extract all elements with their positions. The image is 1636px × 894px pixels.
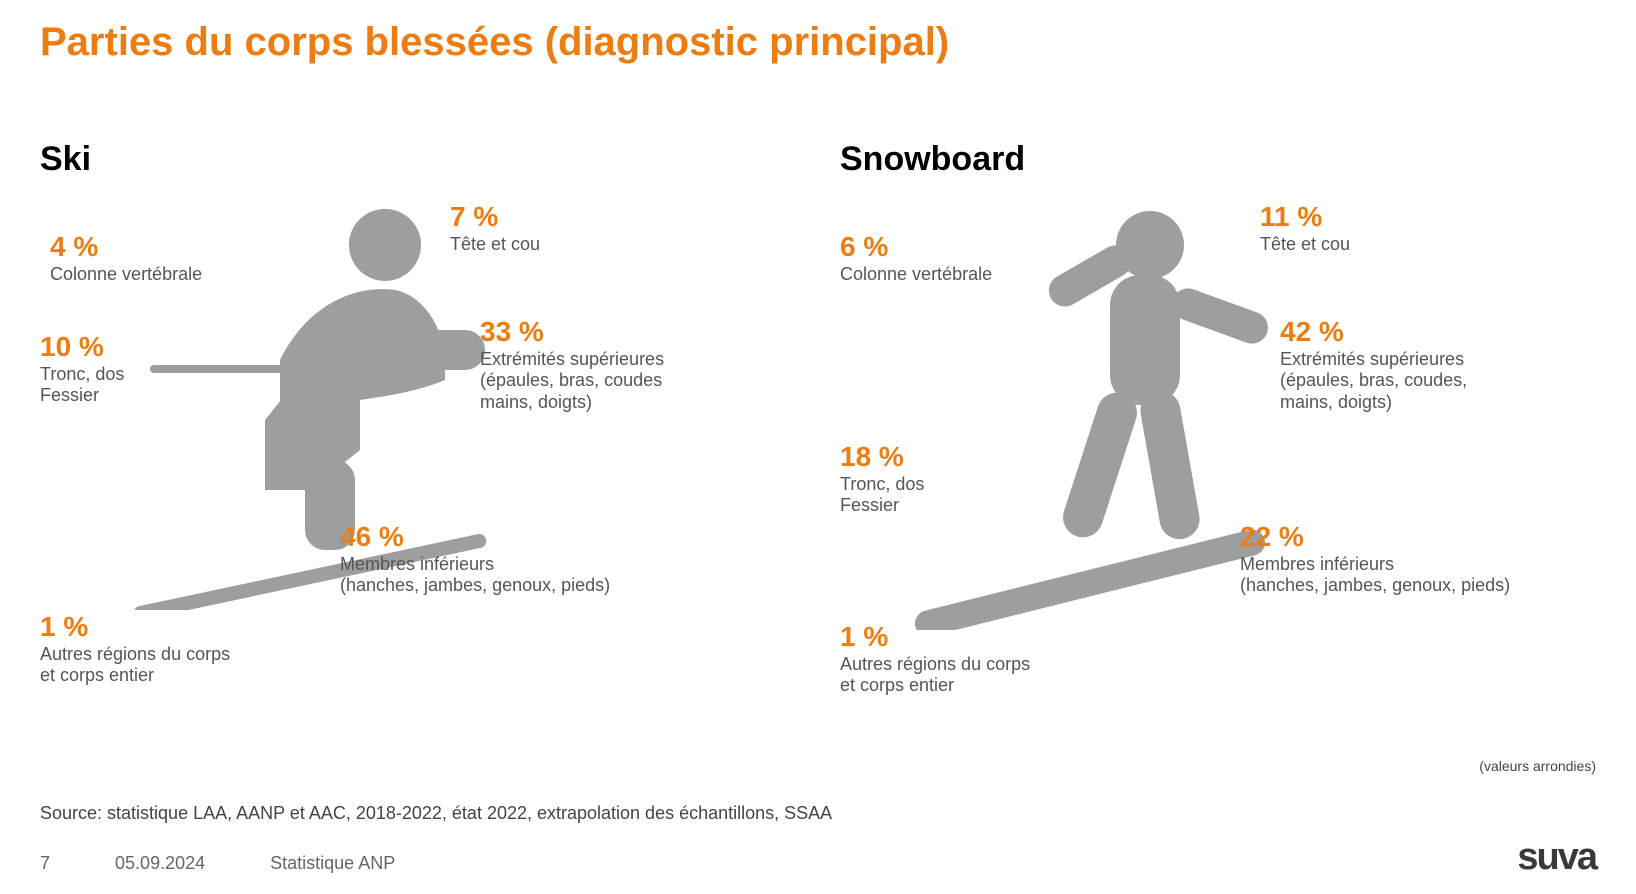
page-title: Parties du corps blessées (diagnostic pr…	[40, 20, 949, 65]
footer-page: 7	[40, 853, 50, 873]
ski-callout-head: 7 % Tête et cou	[450, 200, 540, 255]
snow-callout-other: 1 % Autres régions du corps et corps ent…	[840, 620, 1030, 697]
footer-date: 05.09.2024	[115, 853, 205, 873]
snow-upper-pct: 42 %	[1280, 315, 1467, 349]
ski-upper-pct: 33 %	[480, 315, 664, 349]
panel-snowboard-title: Snowboard	[840, 140, 1025, 179]
ski-upper-label: Extrémités supérieures (épaules, bras, c…	[480, 349, 664, 414]
ski-trunk-pct: 10 %	[40, 330, 124, 364]
ski-callout-spine: 4 % Colonne vertébrale	[50, 230, 202, 285]
snow-lower-label: Membres inférieurs (hanches, jambes, gen…	[1240, 554, 1510, 597]
ski-other-label: Autres régions du corps et corps entier	[40, 644, 230, 687]
snow-trunk-pct: 18 %	[840, 440, 924, 474]
snow-spine-label: Colonne vertébrale	[840, 264, 992, 286]
ski-other-pct: 1 %	[40, 610, 230, 644]
snow-upper-label: Extrémités supérieures (épaules, bras, c…	[1280, 349, 1467, 414]
snow-callout-trunk: 18 % Tronc, dos Fessier	[840, 440, 924, 517]
footer: 7 05.09.2024 Statistique ANP	[40, 853, 455, 874]
panel-ski-title: Ski	[40, 140, 91, 179]
snow-head-pct: 11 %	[1260, 200, 1350, 234]
snow-trunk-label: Tronc, dos Fessier	[840, 474, 924, 517]
panel-ski: Ski 7 % Tête et cou 4 % Colonne vertébra…	[40, 140, 840, 790]
snow-callout-lower: 22 % Membres inférieurs (hanches, jambes…	[1240, 520, 1510, 597]
panel-snowboard: Snowboard 11 % Tête et cou 6 % Colonne v…	[840, 140, 1636, 790]
ski-head-label: Tête et cou	[450, 234, 540, 256]
snow-other-label: Autres régions du corps et corps entier	[840, 654, 1030, 697]
ski-trunk-label: Tronc, dos Fessier	[40, 364, 124, 407]
snow-callout-upper: 42 % Extrémités supérieures (épaules, br…	[1280, 315, 1467, 413]
ski-callout-other: 1 % Autres régions du corps et corps ent…	[40, 610, 230, 687]
ski-spine-label: Colonne vertébrale	[50, 264, 202, 286]
snow-spine-pct: 6 %	[840, 230, 992, 264]
ski-lower-label: Membres inférieurs (hanches, jambes, gen…	[340, 554, 610, 597]
ski-spine-pct: 4 %	[50, 230, 202, 264]
source-line: Source: statistique LAA, AANP et AAC, 20…	[40, 803, 832, 824]
suva-logo: suva	[1517, 836, 1596, 879]
ski-callout-upper: 33 % Extrémités supérieures (épaules, br…	[480, 315, 664, 413]
snow-callout-head: 11 % Tête et cou	[1260, 200, 1350, 255]
footer-doc: Statistique ANP	[270, 853, 395, 873]
snow-lower-pct: 22 %	[1240, 520, 1510, 554]
snow-head-label: Tête et cou	[1260, 234, 1350, 256]
snow-callout-spine: 6 % Colonne vertébrale	[840, 230, 992, 285]
ski-lower-pct: 46 %	[340, 520, 610, 554]
ski-callout-lower: 46 % Membres inférieurs (hanches, jambes…	[340, 520, 610, 597]
ski-callout-trunk: 10 % Tronc, dos Fessier	[40, 330, 124, 407]
ski-head-pct: 7 %	[450, 200, 540, 234]
rounded-values-note: (valeurs arrondies)	[1479, 758, 1596, 774]
snow-other-pct: 1 %	[840, 620, 1030, 654]
